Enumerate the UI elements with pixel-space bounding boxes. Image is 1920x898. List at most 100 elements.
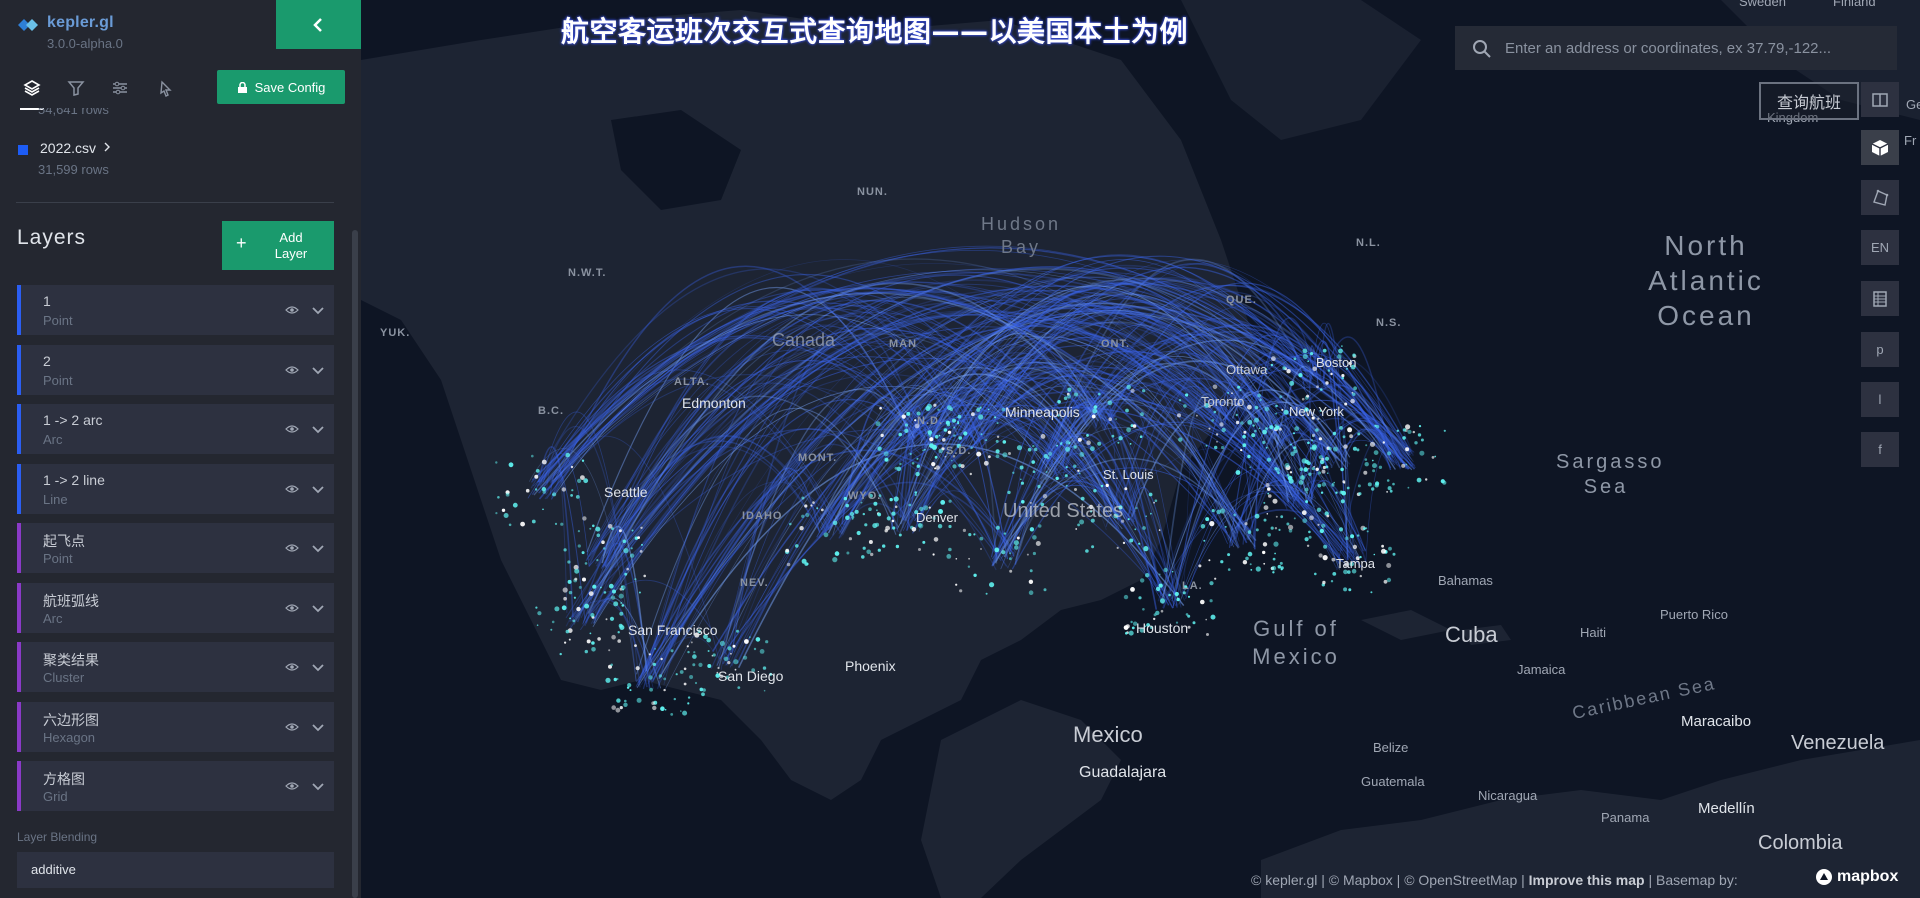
layer-item[interactable]: 聚类结果 Cluster xyxy=(17,642,334,692)
layer-item[interactable]: 2 Point xyxy=(17,344,334,395)
airport-point xyxy=(1265,368,1268,371)
save-config-button[interactable]: Save Config xyxy=(217,70,345,104)
improve-map-link[interactable]: Improve this map xyxy=(1528,872,1645,888)
airport-point xyxy=(1040,502,1045,507)
add-layer-button[interactable]: + Add Layer xyxy=(222,221,334,270)
query-flights-button[interactable]: 查询航班 xyxy=(1759,82,1859,120)
airport-point xyxy=(891,519,895,523)
airport-point xyxy=(535,469,540,473)
eye-icon[interactable] xyxy=(285,365,299,375)
airport-point xyxy=(575,495,580,499)
airport-point xyxy=(567,560,571,564)
legend-button[interactable] xyxy=(1861,281,1899,316)
chevron-down-icon[interactable] xyxy=(311,660,325,674)
layer-item[interactable]: 方格图 Grid xyxy=(17,761,334,811)
airport-point xyxy=(1121,519,1125,523)
mapbox-logo-text: mapbox xyxy=(1837,868,1899,885)
dataset-item[interactable]: 2022.csv 31,599 rows xyxy=(16,136,336,178)
chevron-down-icon[interactable] xyxy=(311,482,325,496)
locale-button[interactable]: EN xyxy=(1861,230,1899,265)
layer-item[interactable]: 六边形图 Hexagon xyxy=(17,701,334,752)
tab-basemap[interactable] xyxy=(156,78,178,100)
chevron-down-icon[interactable] xyxy=(311,720,325,734)
sidebar-scrollbar[interactable] xyxy=(352,230,358,898)
airport-point xyxy=(1266,457,1272,462)
flight-arc xyxy=(1008,480,1135,553)
layer-item[interactable]: 1 Point xyxy=(17,285,334,335)
airport-point xyxy=(932,553,935,556)
airport-point xyxy=(1352,544,1358,550)
p-button[interactable]: p xyxy=(1861,332,1899,367)
airport-point xyxy=(1163,567,1168,573)
airport-point xyxy=(648,675,653,680)
collapse-sidebar-button[interactable] xyxy=(276,0,361,49)
flight-arc xyxy=(733,317,1298,653)
airport-point xyxy=(1283,409,1289,415)
airport-point xyxy=(978,414,984,420)
chevron-down-icon[interactable] xyxy=(311,541,325,555)
airport-point xyxy=(1093,405,1098,409)
eye-icon[interactable] xyxy=(285,781,299,791)
map-label-la: LA. xyxy=(1182,580,1203,592)
tab-layers[interactable] xyxy=(20,78,44,110)
chevron-down-icon[interactable] xyxy=(311,422,325,436)
eye-icon[interactable] xyxy=(285,424,299,434)
split-map-button[interactable] xyxy=(1861,82,1899,117)
airport-point xyxy=(1330,580,1334,583)
layer-type: Arc xyxy=(43,610,63,626)
flight-arc xyxy=(1125,336,1311,520)
airport-point xyxy=(1298,480,1304,485)
airport-point xyxy=(697,629,702,634)
chevron-down-icon[interactable] xyxy=(311,363,325,377)
eye-icon[interactable] xyxy=(285,305,299,315)
l-button[interactable]: l xyxy=(1861,382,1899,417)
airport-point xyxy=(1154,499,1158,503)
search-input[interactable] xyxy=(1505,26,1885,70)
airport-point xyxy=(707,664,712,668)
layer-item[interactable]: 1 -> 2 line Line xyxy=(17,463,334,514)
3d-map-button[interactable] xyxy=(1861,130,1899,165)
layer-item[interactable]: 1 -> 2 arc Arc xyxy=(17,404,334,454)
map-view[interactable]: North Atlantic Ocean Sargasso Sea Gulf of … xyxy=(361,0,1920,898)
airport-point xyxy=(1330,372,1333,376)
airport-point xyxy=(1145,573,1150,578)
mapbox-logo[interactable]: mapbox xyxy=(1815,868,1898,886)
chevron-down-icon[interactable] xyxy=(311,779,325,793)
flight-arc xyxy=(1228,393,1288,450)
flight-arc xyxy=(537,263,1282,484)
geocoder-search[interactable] xyxy=(1455,26,1897,70)
tab-filters[interactable] xyxy=(66,78,88,100)
eye-icon[interactable] xyxy=(285,543,299,553)
layer-item[interactable]: 航班弧线 Arc xyxy=(17,582,334,633)
flight-arc xyxy=(1038,401,1160,593)
airport-point xyxy=(624,572,628,576)
airport-point xyxy=(911,462,915,465)
layer-panel[interactable]: 54,641 rows 2022.csv 31,599 rows Layers … xyxy=(0,108,361,898)
airport-point xyxy=(980,433,983,436)
airport-point xyxy=(1203,539,1206,542)
draw-polygon-button[interactable] xyxy=(1861,180,1899,215)
airport-point xyxy=(1033,447,1038,452)
f-button[interactable]: f xyxy=(1861,432,1899,467)
airport-point xyxy=(979,406,982,409)
airport-point xyxy=(1288,529,1293,533)
layer-blending-select[interactable]: additive xyxy=(17,852,334,888)
attribution-text[interactable]: © kepler.gl | © Mapbox | © OpenStreetMap… xyxy=(1251,872,1525,888)
layer-item[interactable]: 起飞点 Point xyxy=(17,523,334,573)
airport-point xyxy=(664,708,667,711)
flight-arc xyxy=(1173,352,1398,596)
flight-arc xyxy=(1000,357,1208,553)
eye-icon[interactable] xyxy=(285,662,299,672)
lock-icon xyxy=(237,81,247,93)
eye-icon[interactable] xyxy=(285,484,299,494)
chevron-down-icon[interactable] xyxy=(311,601,325,615)
chevron-down-icon[interactable] xyxy=(311,303,325,317)
flight-arc xyxy=(572,268,1307,623)
airport-point xyxy=(914,493,917,497)
tab-interactions[interactable] xyxy=(110,78,132,100)
eye-icon[interactable] xyxy=(285,603,299,613)
flight-arc xyxy=(1322,357,1341,452)
airport-point xyxy=(1269,425,1274,430)
eye-icon[interactable] xyxy=(285,722,299,732)
airport-point xyxy=(1419,450,1425,456)
